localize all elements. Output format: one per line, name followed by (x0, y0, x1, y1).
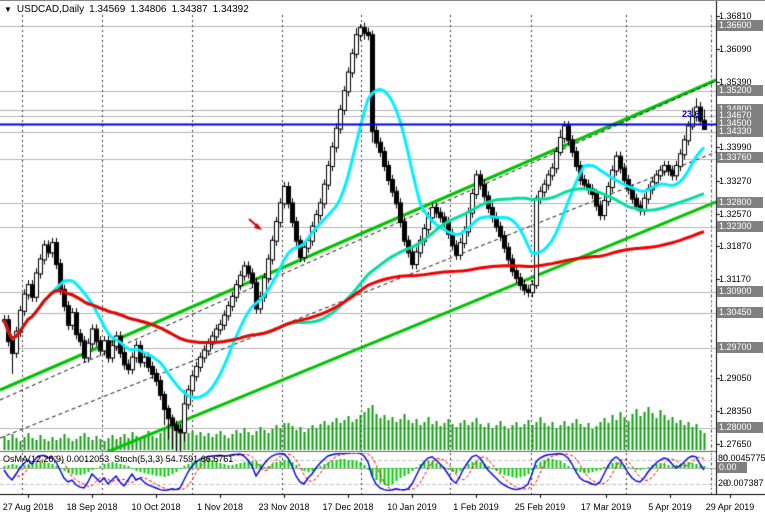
ohlc-low: 1.34387 (171, 3, 208, 15)
ohlc-close: 1.34392 (212, 3, 249, 15)
date-label: 17 Mar 2019 (580, 502, 632, 512)
price-label: 1.35390 (719, 77, 752, 87)
osma-value: 0.0012053 (66, 454, 110, 464)
price-label: 1.27650 (719, 439, 752, 449)
price-label: 1.36810 (719, 11, 752, 21)
osma-zero-label: 0.00 (717, 462, 747, 473)
level-price-label: 1.34500 (717, 118, 763, 129)
osma-min-label: -0.007387 (723, 478, 764, 488)
price-label: 1.29050 (719, 373, 752, 383)
stoch-values: 54.7591 66.6761 (165, 454, 234, 464)
date-label: 10 Oct 2018 (131, 502, 181, 512)
price-label: 1.33990 (719, 142, 752, 152)
level-price-label: 1.30900 (717, 286, 763, 297)
level-price-label: 1.36600 (717, 20, 763, 31)
date-label: 25 Feb 2019 (514, 502, 566, 512)
date-label: 10 Jan 2019 (387, 502, 437, 512)
level-price-label: 1.35200 (717, 85, 763, 96)
date-label: 1 Nov 2018 (196, 502, 244, 512)
level-price-label: 1.34800 (717, 104, 763, 115)
date-label: 29 Apr 2019 (705, 502, 755, 512)
date-label: 23 Nov 2018 (258, 502, 310, 512)
osma-label: OsMA(12,26,9) (3, 454, 65, 464)
osma-max-label: 0.0045775 (723, 453, 765, 463)
indicator-labels: OsMA(12,26,9) 0.0012053 Stoch(5,3,3) 54.… (3, 454, 233, 464)
price-label: 1.36090 (719, 44, 752, 54)
level-price-label: 1.32300 (717, 221, 763, 232)
level-price-label: 1.29700 (717, 342, 763, 353)
price-label: 1.28350 (719, 406, 752, 416)
level-price-label: 1.34670 (717, 110, 763, 121)
date-label: 27 Aug 2018 (2, 502, 54, 512)
stoch-label: Stoch(5,3,3) (114, 454, 164, 464)
chart-title-bar: ▼ USDCAD,Daily 1.34569 1.34806 1.34387 1… (4, 3, 254, 15)
date-label: 1 Feb 2019 (453, 502, 499, 512)
stoch-80-level-label: 80 (718, 453, 729, 463)
stoch-20-level-label: 20 (718, 478, 729, 488)
date-label: 5 Apr 2019 (648, 502, 692, 512)
symbol-dropdown-icon[interactable]: ▼ (4, 4, 12, 14)
ohlc-high: 1.34806 (130, 3, 167, 15)
price-label: 1.31870 (719, 241, 752, 251)
date-label: 18 Sep 2018 (66, 502, 118, 512)
level-price-label: 1.28000 (717, 422, 763, 433)
price-label: 1.32570 (719, 209, 752, 219)
ohlc-open: 1.34569 (89, 3, 126, 15)
price-label: 1.31170 (719, 274, 751, 284)
date-label: 17 Dec 2018 (322, 502, 374, 512)
level-price-label: 1.34330 (717, 126, 763, 137)
fib-236-label: 23.6 (682, 109, 700, 119)
level-price-label: 1.32800 (717, 197, 763, 208)
level-price-label: 1.30450 (717, 307, 763, 318)
level-price-label: 1.33760 (717, 152, 763, 163)
symbol-title: USDCAD,Daily (16, 3, 85, 15)
price-label: 1.33270 (719, 176, 752, 186)
